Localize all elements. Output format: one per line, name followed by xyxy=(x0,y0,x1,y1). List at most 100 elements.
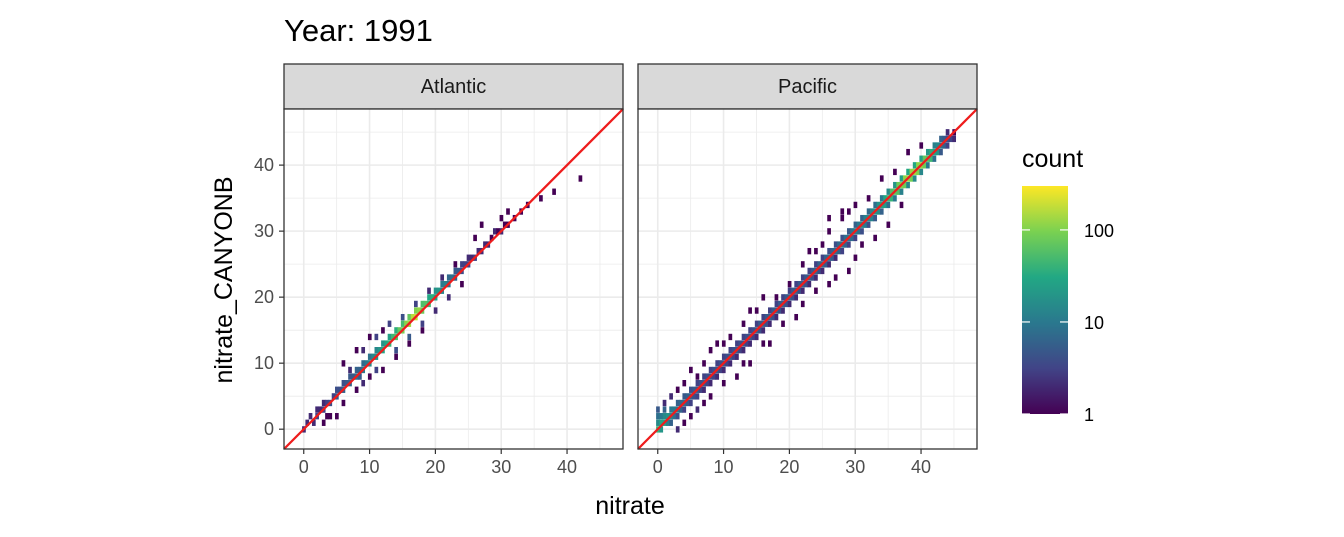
bin-cell xyxy=(390,333,395,341)
bin-cell xyxy=(420,320,425,327)
bin-cell xyxy=(823,261,828,268)
bin-cell xyxy=(417,307,421,314)
bin-cell xyxy=(896,188,901,195)
strip-background xyxy=(283,63,624,110)
bin-cell xyxy=(912,175,917,182)
bin-cell xyxy=(443,280,448,288)
bin-cell xyxy=(712,373,716,380)
legend-label: 100 xyxy=(1084,221,1114,241)
bin-cell xyxy=(358,366,362,374)
bin-cell xyxy=(827,247,831,255)
bin-cell xyxy=(925,148,930,156)
bin-cell xyxy=(774,313,779,321)
bin-cell xyxy=(873,234,878,242)
bin-cell xyxy=(552,188,556,195)
bin-cell xyxy=(800,261,805,268)
bin-cell xyxy=(665,419,670,426)
bin-cell xyxy=(679,406,683,413)
bin-cell xyxy=(744,340,749,347)
bin-cell xyxy=(922,162,927,169)
bin-cell xyxy=(698,380,703,387)
bin-cell xyxy=(886,221,891,228)
bin-cell xyxy=(833,274,838,281)
bin-cell xyxy=(800,274,805,281)
bin-cell xyxy=(919,142,924,149)
bin-cell xyxy=(420,327,425,334)
bin-cell xyxy=(754,307,759,314)
bin-cell xyxy=(404,320,408,327)
bin-cell xyxy=(374,366,379,374)
chart-title: Year: 1991 xyxy=(284,13,433,48)
bin-cell xyxy=(705,373,710,380)
bin-cell xyxy=(751,333,756,341)
bin-cell xyxy=(348,366,352,374)
bin-cell xyxy=(394,327,398,334)
bin-cell xyxy=(896,181,901,189)
y-tick-label: 20 xyxy=(254,287,274,307)
bin-cell xyxy=(886,188,891,195)
bin-cell xyxy=(466,254,471,261)
bin-cell xyxy=(846,241,851,248)
legend-ticks: 1 10 100 xyxy=(1022,221,1114,425)
bin-cell xyxy=(807,247,812,255)
bin-cell xyxy=(741,360,746,367)
bin-cell xyxy=(318,406,323,413)
bin-cell xyxy=(446,274,451,281)
bin-cell xyxy=(932,155,937,162)
bin-cell xyxy=(341,360,346,367)
bin-cell xyxy=(853,221,858,228)
bin-cell xyxy=(840,208,845,215)
bin-cell xyxy=(850,234,854,242)
bin-cell xyxy=(814,261,818,268)
bin-cell xyxy=(460,261,464,268)
bin-cell xyxy=(712,366,716,374)
bin-cell xyxy=(692,393,696,400)
bin-cell xyxy=(741,333,746,341)
bin-cell xyxy=(870,208,874,215)
bin-cell xyxy=(450,274,454,281)
bin-cell xyxy=(945,142,950,149)
legend-colorbar xyxy=(1022,186,1068,414)
bin-cell xyxy=(781,320,785,327)
bin-cell xyxy=(916,162,920,169)
bin-cell xyxy=(689,366,693,374)
bin-cell xyxy=(308,413,313,420)
bin-cell xyxy=(358,373,362,380)
bin-cell xyxy=(672,406,677,413)
bin-cell xyxy=(708,347,713,354)
x-axis: 0 10 20 30 40 xyxy=(653,449,931,477)
bin-cell xyxy=(662,413,667,420)
bin-cell xyxy=(489,234,494,242)
bin-cell xyxy=(879,195,884,202)
bin-cell xyxy=(879,175,884,182)
bin-cell xyxy=(830,254,835,261)
bin-cell xyxy=(886,201,891,209)
bin-cell xyxy=(539,195,543,202)
bin-cell xyxy=(814,247,818,255)
x-tick-label: 0 xyxy=(299,457,309,477)
bin-cell xyxy=(837,241,841,248)
bin-cell xyxy=(665,413,670,420)
bin-cell xyxy=(791,294,795,301)
bin-cell xyxy=(764,320,769,327)
bin-cell xyxy=(817,267,822,275)
bin-cell xyxy=(952,135,957,143)
legend-label: 10 xyxy=(1084,313,1104,333)
bin-cell xyxy=(856,228,861,235)
bin-cell xyxy=(883,201,887,209)
bin-cell xyxy=(325,399,329,407)
bin-cell xyxy=(823,254,828,261)
bin-cell xyxy=(414,307,418,314)
bin-cell xyxy=(721,340,726,347)
bin-cell xyxy=(499,214,504,222)
bin-cell xyxy=(820,241,825,248)
bin-cell xyxy=(721,366,726,374)
bin-cell xyxy=(453,261,458,268)
bin-cell xyxy=(695,393,700,400)
bin-cell xyxy=(702,386,706,393)
x-tick-label: 30 xyxy=(491,457,511,477)
bin-cell xyxy=(741,347,746,354)
bin-cell xyxy=(685,393,690,400)
bin-cell xyxy=(675,413,680,420)
bin-cell xyxy=(846,267,851,275)
